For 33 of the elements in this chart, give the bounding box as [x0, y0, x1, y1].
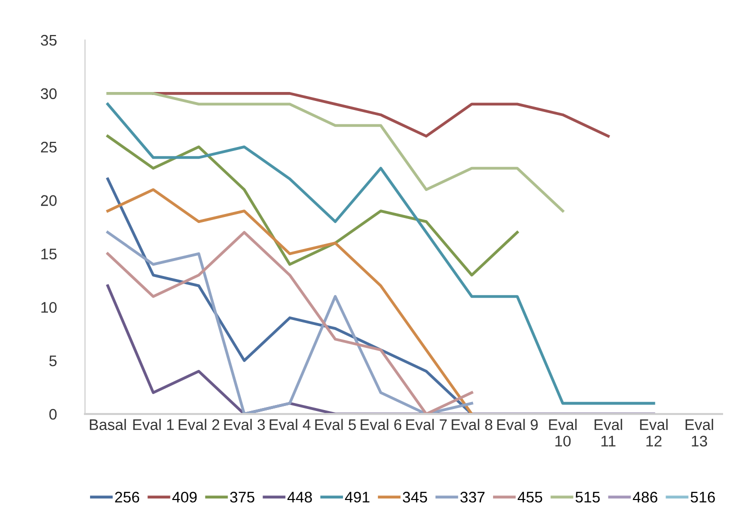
legend-label: 448 — [287, 492, 312, 503]
legend-label: 516 — [690, 492, 715, 503]
legend-label: 491 — [344, 492, 370, 503]
legend-label: 455 — [518, 492, 542, 503]
legend-label: 515 — [576, 492, 600, 503]
x-tick-label: Eval 5 — [315, 418, 356, 430]
legend-label: 345 — [402, 492, 428, 503]
x-tick-label: Eval 13 — [686, 418, 714, 447]
y-tick-label: 25 — [41, 142, 57, 153]
y-tick-label: 30 — [40, 88, 57, 100]
legend-label: 486 — [632, 492, 658, 503]
y-tick-label: 10 — [41, 302, 57, 313]
y-tick-label: 0 — [49, 408, 57, 420]
x-tick-label: Eval 11 — [594, 418, 622, 446]
x-tick-label: Eval 12 — [640, 418, 668, 446]
x-tick-label: Eval 8 — [452, 418, 492, 430]
x-tick-label: Eval 3 — [224, 418, 265, 430]
x-tick-label: Eval 10 — [549, 418, 577, 447]
x-tick-label: Eval 7 — [406, 418, 447, 430]
x-tick-label: Eval 9 — [497, 418, 538, 430]
y-tick-label: 5 — [49, 356, 57, 366]
x-tick-label: Eval 4 — [270, 418, 311, 430]
legend-label: 337 — [460, 492, 485, 503]
x-tick-label: Eval 1 — [133, 418, 174, 430]
legend-label: 409 — [172, 492, 197, 503]
legend-label: 375 — [230, 492, 254, 503]
x-tick-label: Eval 6 — [360, 418, 402, 430]
y-tick-label: 20 — [41, 195, 57, 206]
y-tick-label: 35 — [40, 34, 57, 46]
x-tick-label: Basal — [90, 418, 126, 430]
legend-label: 256 — [115, 492, 140, 503]
x-tick-label: Eval 2 — [178, 418, 220, 430]
y-tick-label: 15 — [41, 248, 57, 260]
